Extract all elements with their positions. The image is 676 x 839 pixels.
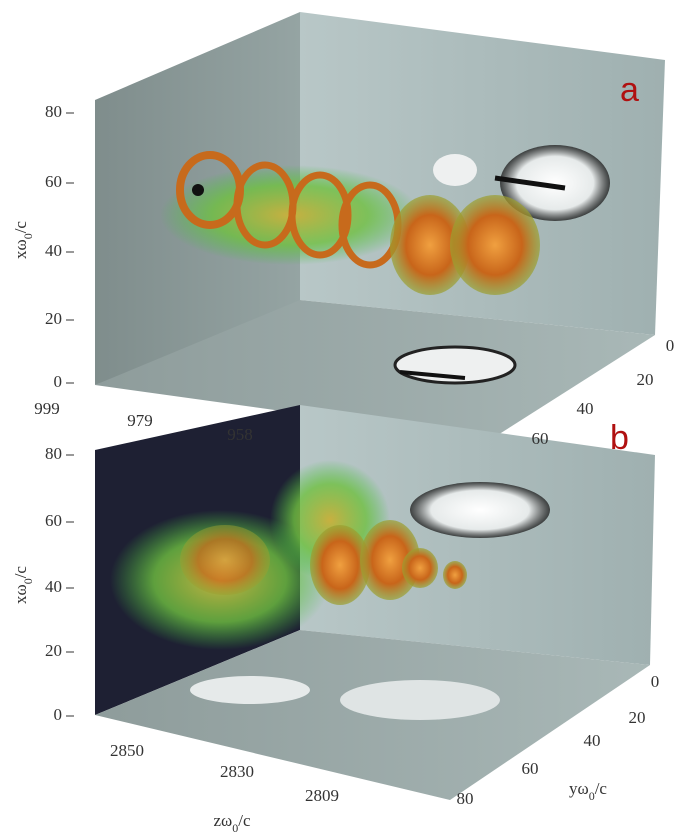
x-tick-label: 60 (45, 172, 62, 191)
axis-label-rest: /c (238, 811, 251, 830)
z-tick-label: 979 (127, 411, 153, 430)
x-tick-label: 0 (54, 705, 63, 724)
y-tick-label: 0 (651, 672, 660, 691)
axis-label-rest: /c (11, 566, 30, 579)
panel-letter: a (620, 71, 639, 109)
x-tick-label: 40 (45, 241, 62, 260)
z-tick-label: 2809 (305, 786, 339, 805)
y-tick-label: 40 (584, 731, 601, 750)
y-tick-label: 40 (577, 399, 594, 418)
z-tick-label: 999 (34, 399, 60, 418)
x-tick-label: 40 (45, 577, 62, 596)
x-tick-label: 80 (45, 444, 62, 463)
x-tick-label: 20 (45, 309, 62, 328)
panel-a-render (95, 12, 665, 440)
axis-label: yω0/c (569, 779, 607, 803)
axis-label-main: xω (11, 239, 30, 259)
y-tick-label: 60 (522, 759, 539, 778)
panel-b-render (95, 405, 655, 800)
x-tick-label: 60 (45, 511, 62, 530)
axis-label: xω0/c (11, 221, 35, 259)
y-tick-label: 80 (457, 789, 474, 808)
axis-label-main: yω (569, 779, 589, 798)
x-tick-label: 80 (45, 102, 62, 121)
axis-label: xω0/c (11, 566, 35, 604)
y-tick-label: 20 (629, 708, 646, 727)
axis-label-rest: /c (11, 221, 30, 234)
axis-label-main: xω (11, 584, 30, 604)
axis-label-main: zω (213, 811, 232, 830)
y-tick-label: 60 (532, 429, 549, 448)
panel-letter: b (610, 419, 629, 457)
z-tick-label: 2830 (220, 762, 254, 781)
axis-label: zω0/c (213, 811, 250, 834)
z-tick-label: 958 (227, 425, 253, 444)
y-tick-label: 20 (637, 370, 654, 389)
z-tick-label: 2850 (110, 741, 144, 760)
x-tick-label: 0 (54, 372, 63, 391)
x-tick-label: 20 (45, 641, 62, 660)
axis-label-rest: /c (595, 779, 608, 798)
y-tick-label: 0 (666, 336, 675, 355)
figure: a8060402009999799580204060xω0/cb80604020… (0, 0, 676, 834)
